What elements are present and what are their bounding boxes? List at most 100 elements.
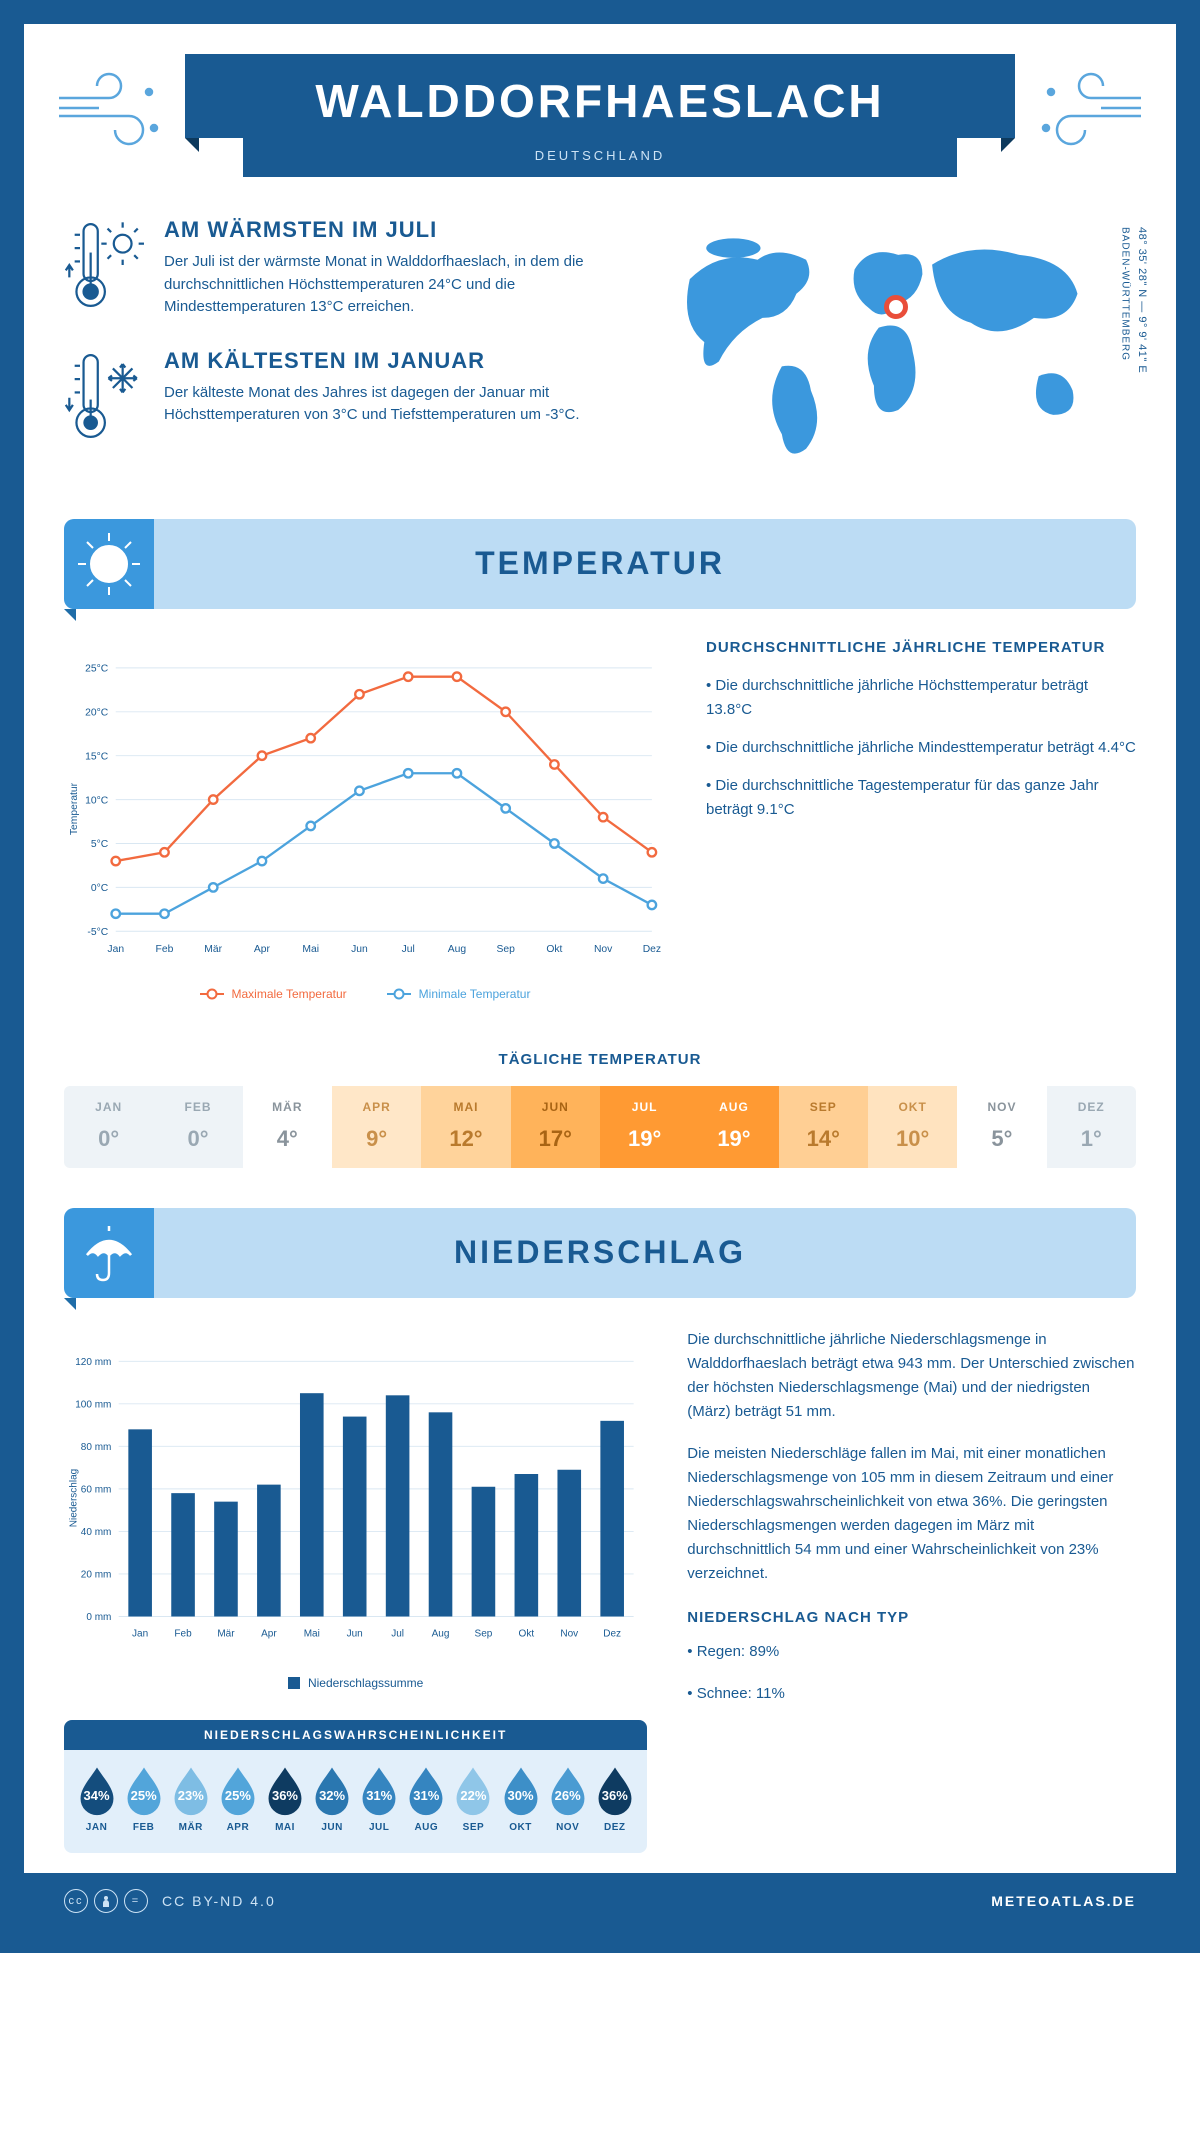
precip-probability-cell: 36% DEZ [592,1764,637,1833]
nd-icon: = [124,1889,148,1913]
daily-temp-cell: JUL19° [600,1086,689,1168]
svg-text:Mai: Mai [302,944,319,955]
by-icon [94,1889,118,1913]
daily-temp-cell: AUG19° [689,1086,778,1168]
daily-temp-cell: SEP14° [779,1086,868,1168]
country-label: DEUTSCHLAND [243,138,957,177]
svg-text:Jan: Jan [132,1628,148,1639]
daily-temp-cell: MÄR4° [243,1086,332,1168]
precip-probability-cell: 25% FEB [121,1764,166,1833]
precip-probability-cell: 25% APR [215,1764,260,1833]
svg-text:-5°C: -5°C [87,927,108,938]
svg-text:Nov: Nov [594,944,613,955]
wind-icon [54,68,174,163]
svg-text:Apr: Apr [254,944,271,955]
thermometer-snow-icon [64,348,144,451]
daily-temp-cell: JAN0° [64,1086,153,1168]
site-credit: METEOATLAS.DE [991,1893,1136,1909]
coldest-title: AM KÄLTESTEN IM JANUAR [164,348,621,374]
warmest-text: Der Juli ist der wärmste Monat in Walddo… [164,251,621,319]
temperature-legend: Maximale Temperatur Minimale Temperatur [64,987,666,1001]
precip-type-bullet: • Schnee: 11% [687,1682,1136,1706]
daily-temp-cell: DEZ1° [1047,1086,1136,1168]
temperature-title: TEMPERATUR [475,545,725,582]
svg-text:120 mm: 120 mm [75,1356,111,1367]
svg-text:Temperatur: Temperatur [69,782,80,835]
svg-text:15°C: 15°C [85,751,109,762]
svg-text:40 mm: 40 mm [81,1527,112,1538]
sun-icon [64,519,154,609]
svg-text:60 mm: 60 mm [81,1484,112,1495]
precip-paragraph: Die durchschnittliche jährliche Niedersc… [687,1328,1136,1424]
precip-probability-panel: NIEDERSCHLAGSWAHRSCHEINLICHKEIT 34% JAN … [64,1720,647,1853]
avg-temp-heading: DURCHSCHNITTLICHE JÄHRLICHE TEMPERATUR [706,639,1136,656]
daily-temp-cell: MAI12° [421,1086,510,1168]
precip-type-heading: NIEDERSCHLAG NACH TYP [687,1606,1136,1630]
svg-text:Jan: Jan [107,944,124,955]
daily-temp-cell: OKT10° [868,1086,957,1168]
precip-bar-chart: 0 mm 20 mm 40 mm 60 mm 80 mm 100 mm 120 mm Nied… [64,1328,647,1668]
precip-probability-cell: 23% MÄR [168,1764,213,1833]
svg-text:Mai: Mai [304,1628,320,1639]
svg-text:Feb: Feb [174,1628,192,1639]
svg-text:Feb: Feb [156,944,174,955]
svg-text:20 mm: 20 mm [81,1569,112,1580]
svg-text:25°C: 25°C [85,663,109,674]
svg-text:10°C: 10°C [85,795,109,806]
world-map [651,217,1136,477]
precip-probability-cell: 31% AUG [404,1764,449,1833]
avg-temp-bullet: • Die durchschnittliche jährliche Höchst… [706,674,1136,722]
svg-text:Apr: Apr [261,1628,277,1639]
svg-text:100 mm: 100 mm [75,1399,111,1410]
coldest-fact: AM KÄLTESTEN IM JANUAR Der kälteste Mona… [64,348,621,451]
svg-text:Okt: Okt [519,1628,535,1639]
svg-text:Jun: Jun [351,944,368,955]
avg-temp-bullet: • Die durchschnittliche Tagestemperatur … [706,774,1136,822]
precip-probability-cell: 32% JUN [310,1764,355,1833]
daily-temp-cell: JUN17° [511,1086,600,1168]
svg-text:Nov: Nov [560,1628,578,1639]
svg-text:Dez: Dez [643,944,661,955]
precip-legend: Niederschlagssumme [64,1676,647,1690]
svg-text:80 mm: 80 mm [81,1442,112,1453]
svg-text:0°C: 0°C [91,883,109,894]
cc-icon: cc [64,1889,88,1913]
temperature-line-chart: -5°C 0°C 5°C 10°C 15°C 20°C 25°C Temperatur Jan F… [64,639,666,979]
daily-temp-cell: FEB0° [153,1086,242,1168]
warmest-fact: AM WÄRMSTEN IM JULI Der Juli ist der wär… [64,217,621,320]
avg-temp-bullet: • Die durchschnittliche jährliche Mindes… [706,736,1136,760]
svg-text:Niederschlag: Niederschlag [69,1468,80,1526]
svg-text:20°C: 20°C [85,707,109,718]
daily-temp-cell: NOV5° [957,1086,1046,1168]
svg-text:Sep: Sep [475,1628,493,1639]
svg-text:Aug: Aug [432,1628,450,1639]
warmest-title: AM WÄRMSTEN IM JULI [164,217,621,243]
daily-temp-cell: APR9° [332,1086,421,1168]
title-banner: WALDDORFHAESLACH [185,54,1014,138]
license-badge: cc = CC BY-ND 4.0 [64,1889,276,1913]
daily-temp-title: TÄGLICHE TEMPERATUR [24,1051,1176,1068]
precip-probability-cell: 34% JAN [74,1764,119,1833]
precip-probability-cell: 26% NOV [545,1764,590,1833]
precip-probability-cell: 30% OKT [498,1764,543,1833]
temperature-section-header: TEMPERATUR [64,519,1136,609]
precip-probability-cell: 31% JUL [357,1764,402,1833]
precip-title: NIEDERSCHLAG [454,1234,746,1271]
svg-text:Dez: Dez [603,1628,621,1639]
svg-text:Aug: Aug [448,944,467,955]
svg-text:Mär: Mär [204,944,222,955]
coordinates: 48° 35' 28" N — 9° 9' 41" E BADEN-WÜRTTE… [1115,227,1150,373]
svg-text:Okt: Okt [546,944,562,955]
coldest-text: Der kälteste Monat des Jahres ist dagege… [164,382,621,427]
svg-text:5°C: 5°C [91,839,109,850]
svg-text:0 mm: 0 mm [86,1612,111,1623]
precip-section-header: NIEDERSCHLAG [64,1208,1136,1298]
thermometer-sun-icon [64,217,144,320]
umbrella-icon [64,1208,154,1298]
svg-text:Jul: Jul [402,944,415,955]
precip-probability-cell: 36% MAI [262,1764,307,1833]
precip-probability-cell: 22% SEP [451,1764,496,1833]
svg-text:Sep: Sep [496,944,515,955]
precip-paragraph: Die meisten Niederschläge fallen im Mai,… [687,1442,1136,1586]
svg-text:Jul: Jul [391,1628,404,1639]
